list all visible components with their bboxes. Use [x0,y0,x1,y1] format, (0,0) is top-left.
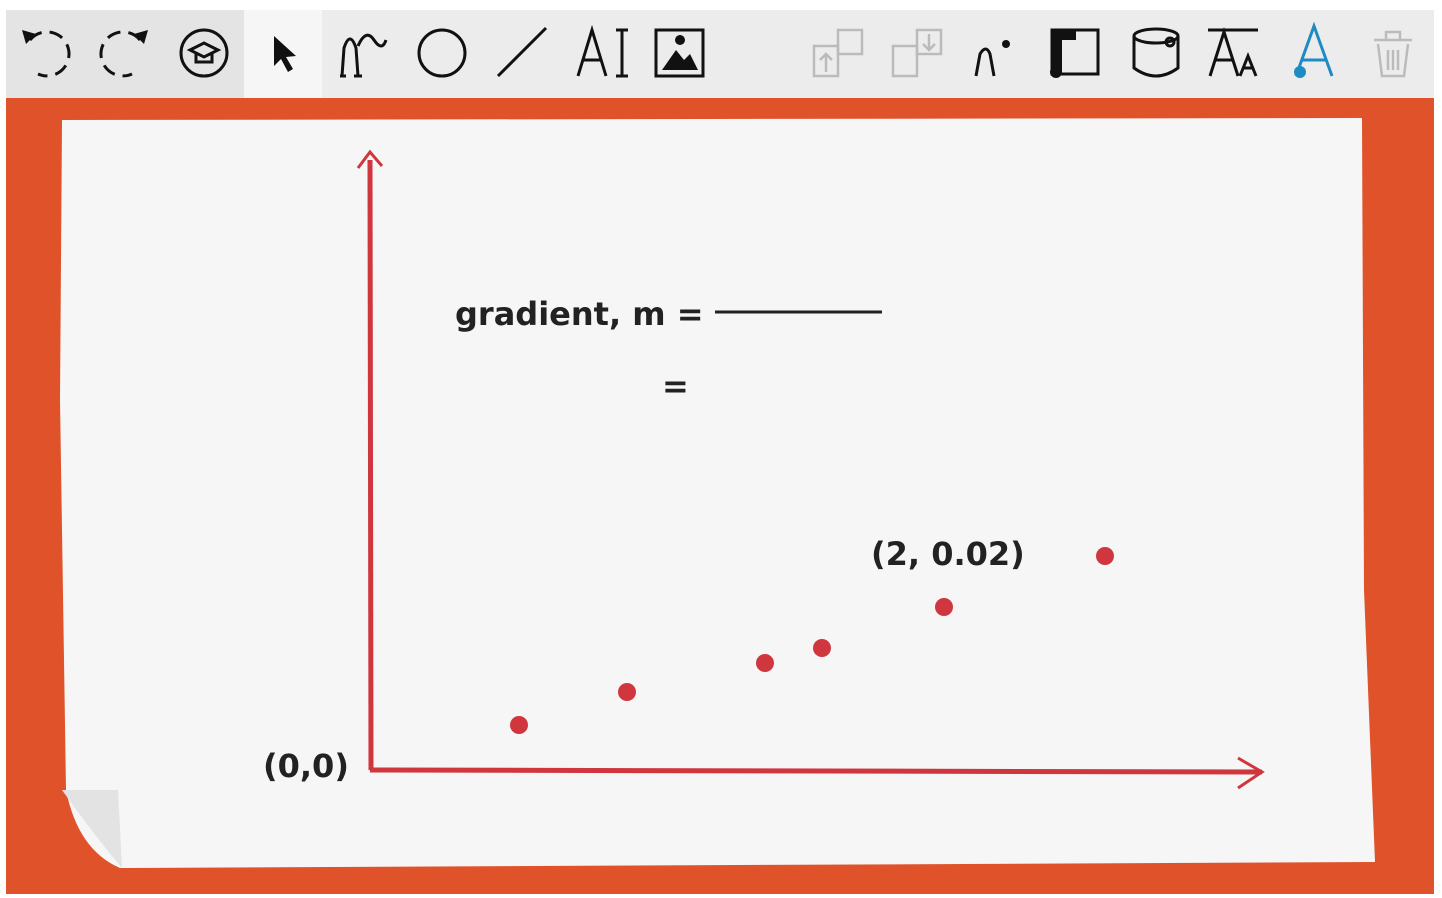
app: gradient, m = = (2, 0.02) (0,0) [0,0,1442,894]
point [935,598,953,616]
point [1096,547,1114,565]
point [813,639,831,657]
point-label: (2, 0.02) [871,535,1025,573]
page: gradient, m = = (2, 0.02) (0,0) (() => {… [0,0,1442,894]
point [618,683,636,701]
origin-label: (0,0) [263,747,349,785]
equals-sign: = [662,367,689,405]
paper [60,118,1375,868]
point [510,716,528,734]
point [756,654,774,672]
formula-label: gradient, m = [455,295,704,333]
